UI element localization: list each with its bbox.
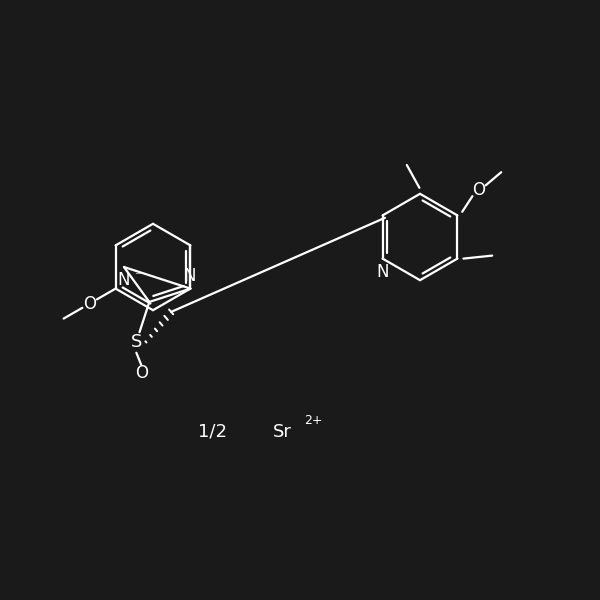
Text: O: O (83, 295, 96, 313)
Text: O: O (472, 181, 485, 199)
Text: O: O (134, 364, 148, 382)
Text: S: S (131, 333, 142, 351)
Text: N: N (183, 267, 196, 285)
Text: ⁻: ⁻ (134, 271, 140, 284)
Text: 2+: 2+ (304, 413, 322, 427)
Text: 1/2: 1/2 (199, 423, 227, 441)
Text: N: N (376, 263, 389, 281)
Text: N: N (118, 271, 130, 289)
Text: Sr: Sr (272, 423, 292, 441)
